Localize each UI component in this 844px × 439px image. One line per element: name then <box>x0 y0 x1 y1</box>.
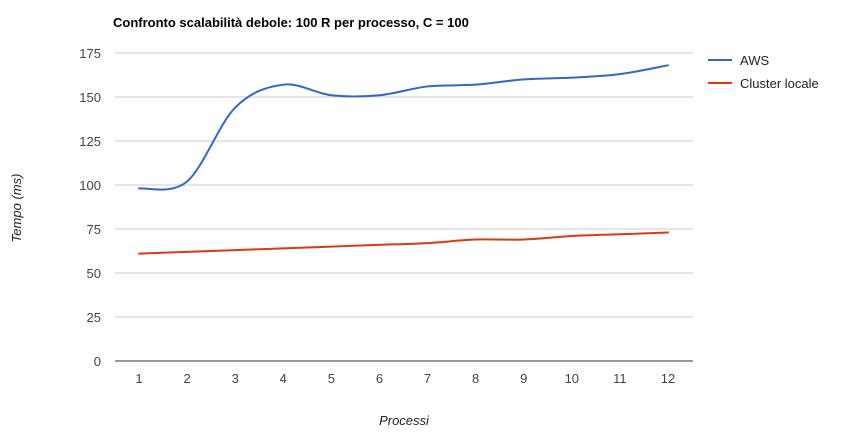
x-tick-label: 8 <box>472 371 479 386</box>
x-tick-label: 11 <box>613 371 627 386</box>
y-tick-label: 25 <box>87 310 101 325</box>
x-tick-label: 1 <box>135 371 142 386</box>
y-tick-label: 175 <box>79 46 101 61</box>
gridlines <box>115 52 693 318</box>
series-line-aws <box>138 64 669 191</box>
x-tick-label: 2 <box>183 371 190 386</box>
series-line-cluster-locale <box>138 231 669 255</box>
x-tick-label: 3 <box>232 371 239 386</box>
y-tick-label: 50 <box>87 266 101 281</box>
x-tick-label: 10 <box>565 371 579 386</box>
x-tick-label: 7 <box>424 371 431 386</box>
x-tick-label: 5 <box>328 371 335 386</box>
y-tick-label: 150 <box>79 90 101 105</box>
x-tick-label: 12 <box>661 371 675 386</box>
y-tick-label: 75 <box>87 222 101 237</box>
legend-label-aws: AWS <box>740 53 769 68</box>
y-tick-label: 0 <box>94 354 101 369</box>
chart-title: Confronto scalabilità debole: 100 R per … <box>113 15 469 30</box>
x-axis-title: Processi <box>379 413 430 428</box>
x-tick-label: 4 <box>280 371 287 386</box>
y-tick-label: 100 <box>79 178 101 193</box>
x-axis-ticks: 1 2 3 4 5 6 7 8 9 10 11 12 <box>135 371 675 386</box>
y-axis-ticks: 0 25 50 75 100 125 150 175 <box>79 46 101 369</box>
y-axis-title: Tempo (ms) <box>9 174 24 243</box>
legend: AWS Cluster locale <box>708 53 819 91</box>
legend-label-cluster-locale: Cluster locale <box>740 76 819 91</box>
y-tick-label: 125 <box>79 134 101 149</box>
x-tick-label: 9 <box>520 371 527 386</box>
x-tick-label: 6 <box>376 371 383 386</box>
series-lines <box>138 64 669 255</box>
